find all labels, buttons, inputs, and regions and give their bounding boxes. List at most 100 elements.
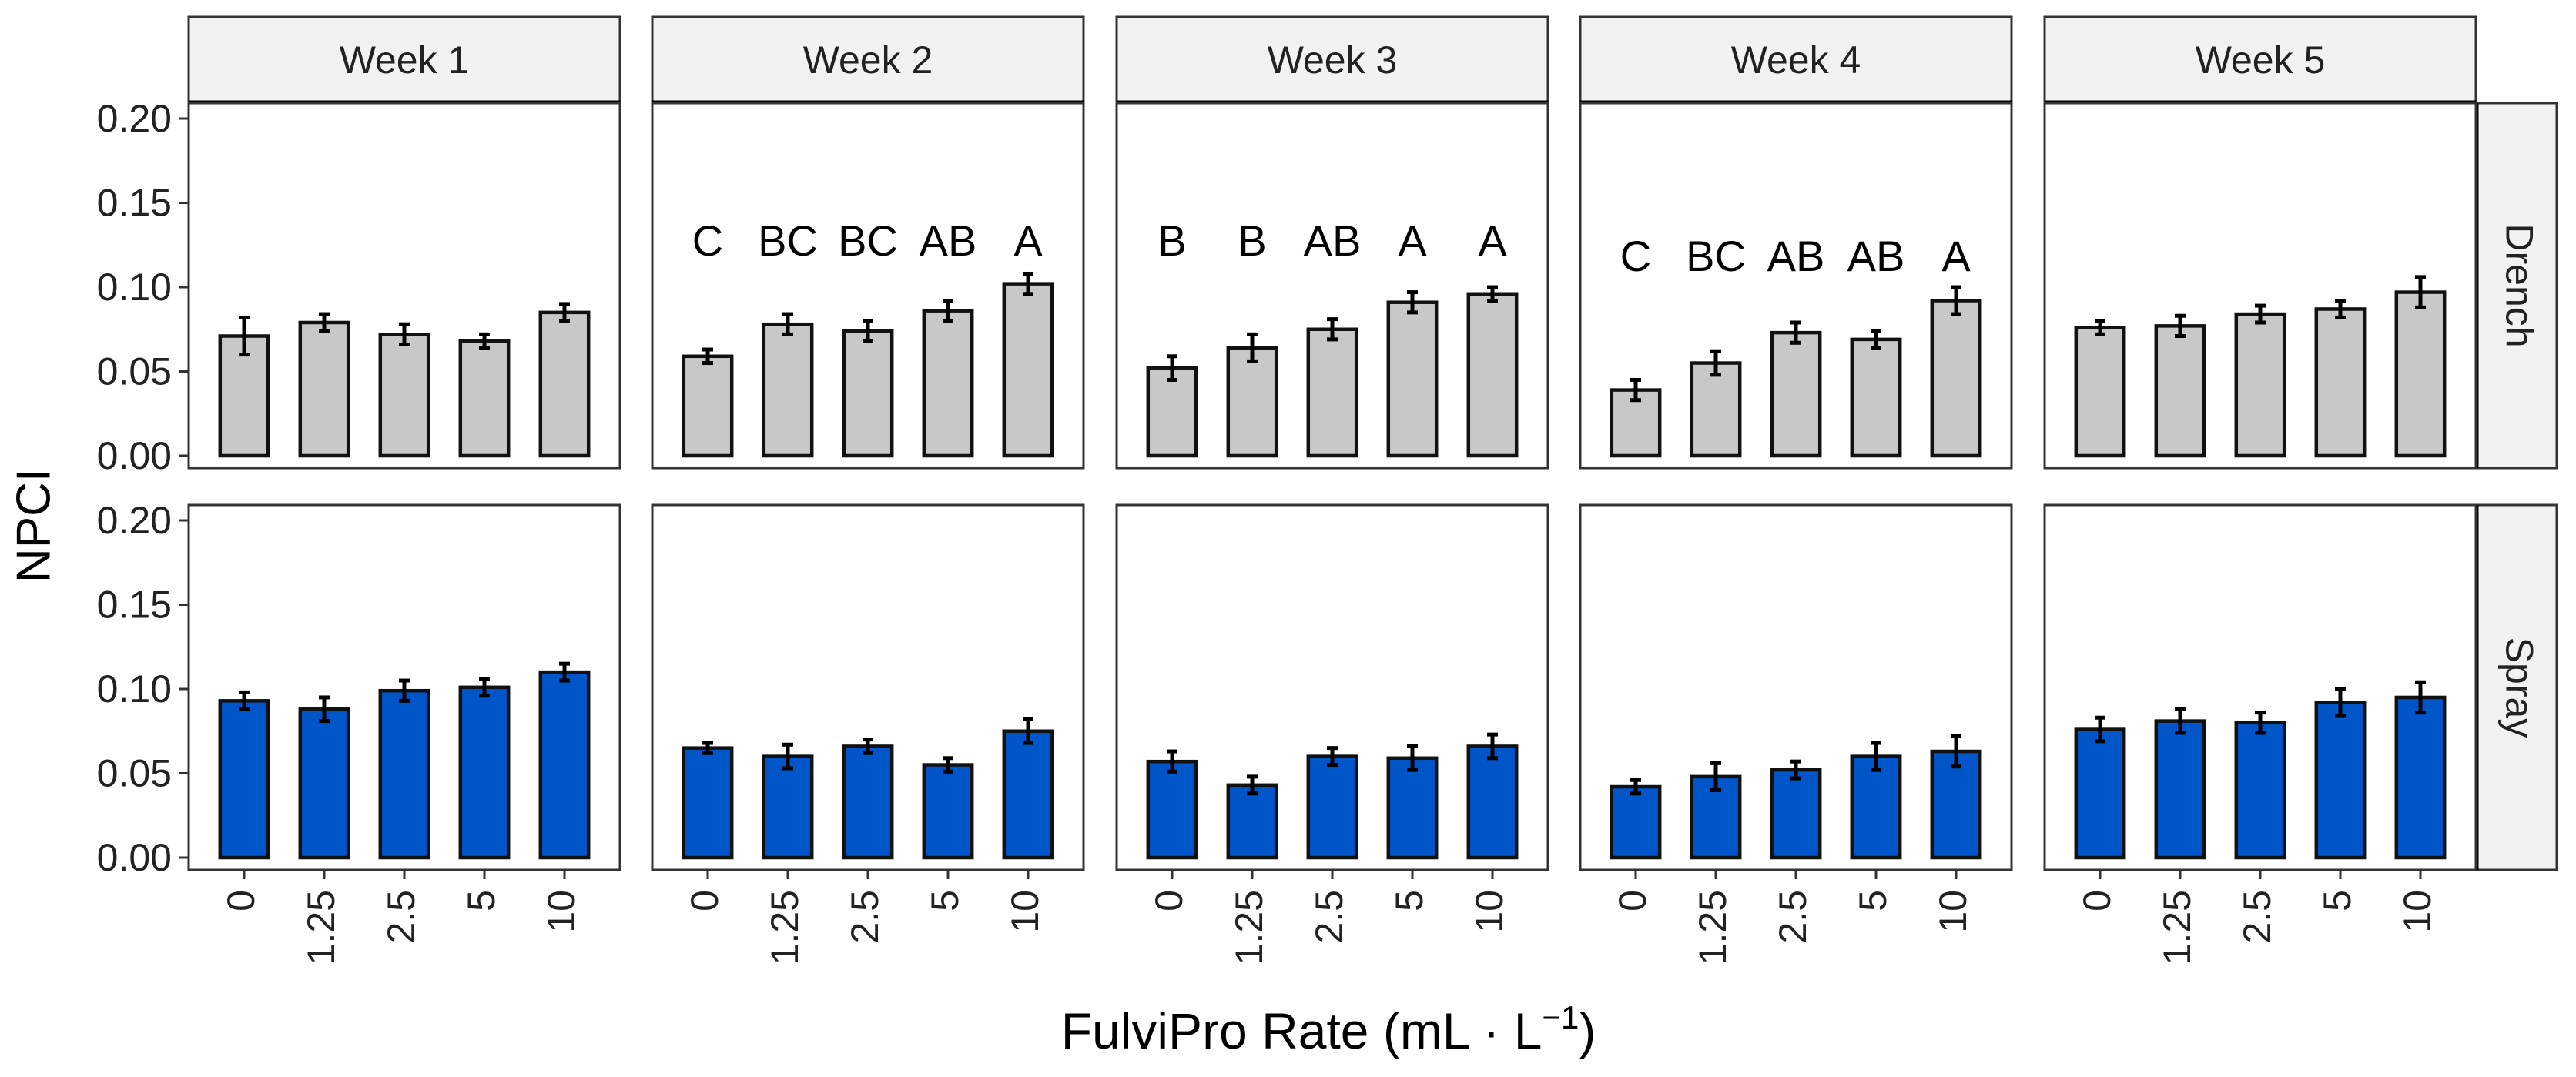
significance-letter: BC [1686, 232, 1746, 280]
x-tick-label: 0 [683, 890, 726, 911]
x-tick-label: 2.5 [380, 890, 423, 944]
bar-spray-w5-10 [2394, 695, 2447, 860]
facet-strip-1 [187, 15, 621, 105]
bar-spray-w2-10 [1002, 729, 1054, 860]
y-tick-label: 0.20 [97, 97, 172, 140]
bar-spray-w5-2.5 [2234, 721, 2286, 860]
bar-spray-w1-1.25 [298, 707, 350, 860]
bar-spray-w4-2.5 [1770, 768, 1822, 860]
row-strip-spray [2474, 503, 2558, 871]
x-tick-label: 10 [1003, 890, 1047, 933]
x-tick-label: 1.25 [300, 890, 343, 965]
y-tick-label: 0.10 [97, 266, 172, 309]
bar-spray-w3-2.5 [1306, 754, 1358, 860]
bar-spray-w3-10 [1466, 744, 1519, 860]
x-axis-title-close: ) [1579, 1002, 1596, 1059]
bar-drench-w4-10 [1930, 299, 1982, 458]
significance-letter: A [1478, 216, 1507, 265]
facet-strip-5 [2043, 15, 2477, 105]
x-tick-label: 10 [540, 890, 583, 933]
bar-spray-w3-0 [1146, 759, 1198, 860]
bar-spray-w2-2.5 [842, 744, 894, 860]
bar-spray-w1-10 [538, 670, 591, 860]
y-tick-label: 0.10 [97, 667, 172, 711]
bar-spray-w2-1.25 [762, 754, 814, 860]
bar-spray-w3-1.25 [1226, 783, 1278, 860]
y-tick-label: 0.20 [97, 499, 172, 542]
x-axis-title: FulviPro Rate (mL · L−1) [1061, 999, 1596, 1059]
x-tick-label: 10 [1931, 890, 1975, 933]
bar-drench-w2-5 [922, 309, 974, 458]
bar-spray-w2-5 [922, 763, 974, 860]
x-tick-label: 5 [923, 890, 966, 911]
bar-drench-w3-10 [1466, 292, 1519, 458]
bar-drench-w5-10 [2394, 290, 2447, 458]
x-tick-label: 2.5 [1771, 890, 1814, 944]
bar-drench-w2-10 [1002, 282, 1054, 458]
x-tick-label: 5 [460, 890, 503, 911]
y-tick-label: 0.00 [97, 434, 172, 477]
bar-drench-w4-2.5 [1770, 330, 1822, 458]
bar-drench-w5-5 [2314, 307, 2367, 458]
bar-drench-w5-2.5 [2234, 312, 2286, 458]
significance-letter: A [1013, 216, 1043, 265]
x-tick-label: 10 [2396, 890, 2439, 933]
y-axis-title: NPCI [7, 469, 60, 583]
row-strip-drench [2474, 102, 2558, 470]
significance-letter: AB [1304, 216, 1362, 265]
bar-drench-w1-5 [458, 339, 511, 458]
x-tick-label: 2.5 [1308, 890, 1351, 944]
bar-spray-w5-1.25 [2154, 719, 2206, 860]
bar-drench-w2-2.5 [842, 329, 894, 458]
x-tick-label: 5 [1388, 890, 1431, 911]
x-tick-label: 5 [2316, 890, 2359, 911]
x-tick-label: 1.25 [763, 890, 806, 965]
y-tick-label: 0.05 [97, 350, 172, 393]
facet-strip-label-3: Week 3 [1268, 38, 1398, 82]
x-tick-label: 5 [1851, 890, 1894, 911]
bar-spray-w3-5 [1386, 756, 1439, 860]
significance-letter: B [1238, 216, 1266, 265]
bar-spray-w5-5 [2314, 701, 2367, 860]
significance-letter: C [1620, 232, 1651, 280]
bar-drench-w1-2.5 [378, 333, 430, 458]
bar-drench-w2-1.25 [762, 322, 814, 458]
facet-strip-label-2: Week 2 [803, 38, 933, 82]
significance-letter: AB [1767, 232, 1825, 280]
bar-spray-w2-0 [682, 746, 734, 860]
bar-drench-w1-10 [538, 310, 591, 458]
y-tick-label: 0.05 [97, 752, 172, 795]
x-tick-label: 2.5 [843, 890, 886, 944]
bar-drench-w4-1.25 [1690, 361, 1742, 458]
significance-letter: BC [758, 216, 818, 265]
x-tick-label: 0 [1147, 890, 1191, 911]
x-tick-label: 1.25 [2156, 890, 2199, 965]
x-tick-label: 10 [1468, 890, 1511, 933]
x-tick-label: 1.25 [1691, 890, 1734, 965]
bar-spray-w4-0 [1610, 784, 1662, 860]
row-strip-label-spray: Spray [2497, 637, 2541, 738]
x-tick-label: 1.25 [1228, 890, 1271, 965]
bar-drench-w3-5 [1386, 300, 1439, 458]
significance-letter: BC [838, 216, 898, 265]
x-tick-label: 2.5 [2236, 890, 2279, 944]
significance-letter: AB [920, 216, 977, 265]
facet-strip-label-1: Week 1 [340, 38, 470, 82]
bar-spray-w1-0 [218, 699, 270, 860]
significance-letter: AB [1847, 232, 1905, 280]
significance-letter: A [1398, 216, 1427, 265]
bar-drench-w2-0 [682, 354, 734, 458]
y-tick-label: 0.15 [97, 182, 172, 225]
x-axis-title-main: FulviPro Rate (mL · L [1061, 1002, 1543, 1059]
bar-spray-w1-5 [458, 685, 511, 860]
bar-drench-w1-1.25 [298, 320, 350, 458]
facet-strip-label-5: Week 5 [2196, 38, 2326, 82]
bar-spray-w1-2.5 [378, 688, 430, 860]
facet-strip-label-4: Week 4 [1731, 38, 1861, 82]
bar-spray-w4-5 [1850, 754, 1902, 860]
facet-strip-2 [651, 15, 1085, 105]
significance-letter: C [692, 216, 723, 265]
facet-strip-3 [1115, 15, 1549, 105]
x-axis-title-superscript: −1 [1542, 999, 1579, 1035]
